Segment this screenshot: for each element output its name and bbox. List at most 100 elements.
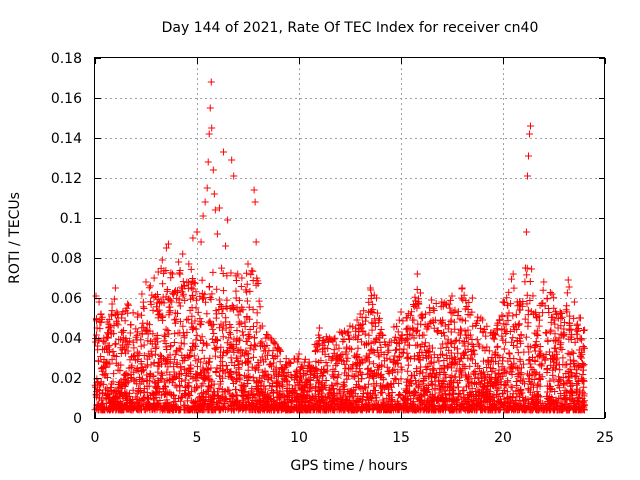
- data-point: [101, 339, 109, 347]
- data-point: [552, 403, 560, 411]
- data-point: [191, 279, 199, 287]
- data-point: [154, 362, 162, 370]
- data-point: [275, 394, 283, 402]
- data-point: [217, 378, 225, 386]
- data-point: [372, 337, 380, 345]
- data-point: [171, 330, 179, 338]
- data-point: [117, 380, 125, 388]
- data-point: [402, 325, 410, 333]
- data-point: [415, 300, 423, 308]
- data-point: [330, 346, 338, 354]
- data-point: [253, 319, 261, 327]
- data-point: [424, 382, 432, 390]
- data-point: [532, 369, 540, 377]
- data-point: [419, 313, 427, 321]
- data-point: [339, 357, 347, 365]
- y-tick-label: 0.18: [51, 51, 82, 67]
- data-point: [312, 392, 320, 400]
- data-point: [551, 344, 559, 352]
- data-point: [454, 383, 462, 391]
- data-point: [192, 342, 200, 350]
- y-tick-label: 0.14: [51, 131, 82, 147]
- data-point: [471, 360, 479, 368]
- data-point: [560, 318, 568, 326]
- data-point: [456, 377, 464, 385]
- data-point: [463, 403, 471, 411]
- data-point: [149, 390, 157, 398]
- data-point: [353, 359, 361, 367]
- data-point: [219, 367, 227, 375]
- data-point: [225, 386, 233, 394]
- data-point: [206, 104, 214, 112]
- data-point: [563, 361, 571, 369]
- data-point: [508, 275, 516, 283]
- data-point: [95, 394, 103, 402]
- data-point: [166, 307, 174, 315]
- data-point: [554, 337, 562, 345]
- data-point: [122, 405, 130, 413]
- data-point: [365, 308, 373, 316]
- data-point: [573, 369, 581, 377]
- data-point: [531, 344, 539, 352]
- data-point: [114, 366, 122, 374]
- data-point: [538, 300, 546, 308]
- data-point: [202, 360, 210, 368]
- data-point: [421, 339, 429, 347]
- data-point: [285, 396, 293, 404]
- data-point: [174, 289, 182, 297]
- data-point: [372, 386, 380, 394]
- data-point: [234, 357, 242, 365]
- data-point: [284, 368, 292, 376]
- data-point: [146, 337, 154, 345]
- data-point: [459, 387, 467, 395]
- data-point: [253, 387, 261, 395]
- data-point: [246, 326, 254, 334]
- data-point: [521, 278, 529, 286]
- data-point: [137, 342, 145, 350]
- data-point: [411, 293, 419, 301]
- data-point: [464, 373, 472, 381]
- data-point: [279, 383, 287, 391]
- data-point: [525, 152, 532, 160]
- data-point: [215, 384, 223, 392]
- data-point: [509, 390, 517, 398]
- data-point: [378, 389, 386, 397]
- data-point: [539, 286, 547, 294]
- data-point: [207, 396, 215, 404]
- data-point: [140, 324, 148, 332]
- data-point: [110, 295, 118, 303]
- data-point: [425, 372, 433, 380]
- data-point: [462, 317, 470, 325]
- data-point: [238, 274, 246, 282]
- data-point: [134, 387, 142, 395]
- data-point: [199, 294, 207, 302]
- data-point: [526, 343, 534, 351]
- data-point: [569, 349, 577, 357]
- data-point: [396, 390, 404, 398]
- data-point: [212, 369, 220, 377]
- data-point: [213, 336, 221, 344]
- data-point: [432, 372, 440, 380]
- data-point: [359, 327, 367, 335]
- data-point: [437, 344, 445, 352]
- data-point: [516, 306, 524, 314]
- data-point: [393, 406, 401, 414]
- data-point: [212, 399, 220, 407]
- data-point: [484, 378, 492, 386]
- data-point: [464, 339, 472, 347]
- y-tick-label: 0.02: [51, 371, 82, 387]
- data-point: [375, 353, 383, 361]
- data-point: [223, 347, 231, 355]
- data-point: [166, 376, 174, 384]
- data-point: [198, 369, 206, 377]
- data-point: [474, 340, 482, 348]
- data-point: [365, 358, 373, 366]
- data-point: [558, 309, 566, 317]
- data-point: [456, 331, 464, 339]
- data-point: [521, 380, 529, 388]
- data-point: [458, 395, 466, 403]
- data-point: [553, 350, 561, 358]
- data-point: [464, 305, 472, 313]
- data-point: [491, 351, 499, 359]
- data-point: [224, 402, 232, 410]
